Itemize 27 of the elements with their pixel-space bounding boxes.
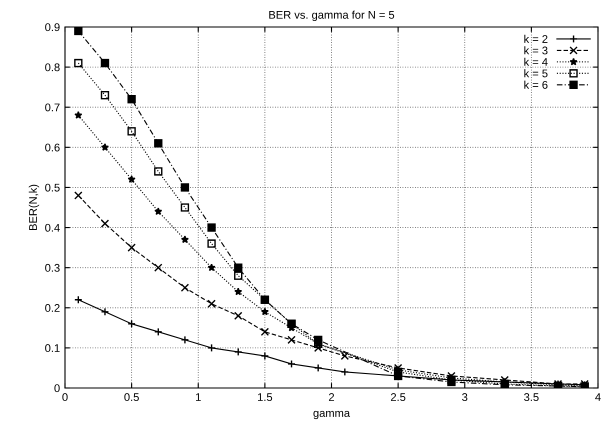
x-tick-label: 3.5 bbox=[524, 393, 539, 402]
legend-label: k = 2 bbox=[524, 34, 548, 43]
x-tick-label: 2 bbox=[328, 393, 334, 401]
legend-label: k = 4 bbox=[524, 58, 548, 66]
legend-label: k = 6 bbox=[524, 80, 548, 89]
x-axis-title: gamma bbox=[313, 410, 350, 420]
y-tick-label: 0.4 bbox=[45, 224, 60, 232]
y-tick-label: 0.3 bbox=[45, 264, 60, 272]
x-tick-label: 0 bbox=[62, 393, 68, 402]
y-tick-label: 0.9 bbox=[45, 23, 60, 32]
y-tick-label: 0.7 bbox=[45, 103, 60, 112]
x-tick-label: 1.5 bbox=[258, 393, 272, 402]
y-tick-label: 0 bbox=[54, 384, 60, 392]
x-tick-label: 1 bbox=[196, 393, 201, 401]
x-tick-label: 3 bbox=[462, 393, 468, 402]
chart-title: BER vs. gamma for N = 5 bbox=[269, 10, 394, 21]
y-axis-title: BER(N,k) bbox=[28, 184, 40, 230]
y-tick-label: 0.5 bbox=[45, 184, 60, 192]
legend-label: k = 5 bbox=[524, 69, 548, 78]
legend-label: k = 3 bbox=[524, 46, 548, 54]
y-tick-label: 0.8 bbox=[45, 63, 60, 72]
y-tick-label: 0.2 bbox=[45, 304, 60, 312]
x-tick-label: 4 bbox=[595, 393, 601, 401]
x-tick-label: 2.5 bbox=[390, 393, 406, 402]
x-tick-label: 0.5 bbox=[124, 393, 139, 402]
y-tick-label: 0.1 bbox=[45, 344, 60, 352]
y-tick-label: 0.6 bbox=[45, 144, 60, 152]
